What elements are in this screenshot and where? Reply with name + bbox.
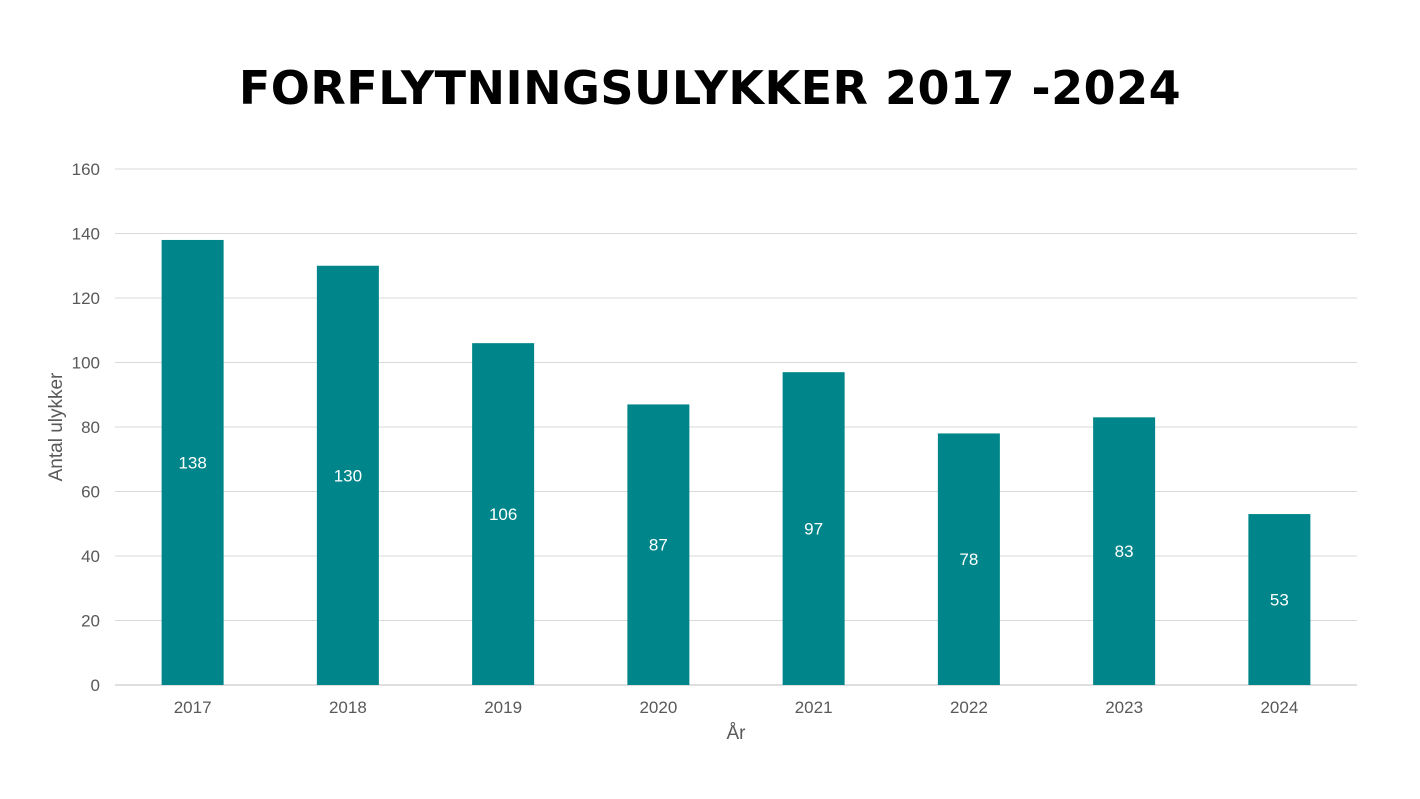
bar-2021 — [782, 372, 845, 685]
data-label-2018: 130 — [334, 466, 362, 485]
data-label-2019: 106 — [489, 505, 517, 524]
chart-title: FORFLYTNINGSULYKKER 2017 -2024 — [238, 61, 1182, 115]
x-tick-label-2020: 2020 — [639, 698, 677, 717]
y-tick-label: 40 — [81, 547, 100, 566]
bar-2017 — [161, 239, 224, 685]
bars: 138 130 106 87 97 78 83 53 — [161, 239, 1311, 685]
gridlines — [115, 168, 1357, 686]
y-tick-label: 60 — [81, 483, 100, 502]
data-label-2024: 53 — [1270, 591, 1289, 610]
y-tick-label: 20 — [81, 612, 100, 631]
bar-2020 — [627, 404, 690, 685]
bar-2023 — [1093, 417, 1156, 685]
y-tick-label: 160 — [72, 160, 100, 179]
data-label-2021: 97 — [804, 520, 823, 539]
data-label-2023: 83 — [1115, 542, 1134, 561]
y-axis-title: Antal ulykker — [46, 372, 67, 481]
x-tick-label-2024: 2024 — [1260, 698, 1298, 717]
data-label-2017: 138 — [178, 453, 206, 472]
y-tick-label: 100 — [72, 354, 100, 373]
x-tick-label-2018: 2018 — [329, 698, 367, 717]
y-tick-label: 0 — [91, 676, 100, 695]
x-tick-label-2021: 2021 — [795, 698, 833, 717]
bar-2018 — [316, 265, 379, 685]
data-label-2020: 87 — [649, 536, 668, 555]
y-tick-label: 80 — [81, 418, 100, 437]
y-tick-label: 140 — [72, 225, 100, 244]
data-label-2022: 78 — [959, 550, 978, 569]
y-axis-ticks: 0 20 40 60 80 100 120 140 160 — [72, 160, 100, 695]
x-axis-title: År — [727, 723, 747, 744]
y-tick-label: 120 — [72, 289, 100, 308]
bar-2022 — [937, 433, 1000, 685]
x-tick-label-2023: 2023 — [1105, 698, 1143, 717]
bar-2019 — [472, 343, 535, 685]
x-tick-label-2022: 2022 — [950, 698, 988, 717]
x-tick-label-2019: 2019 — [484, 698, 522, 717]
bar-2024 — [1248, 514, 1311, 685]
x-axis-ticks: 2017 2018 2019 2020 2021 2022 2023 2024 — [174, 698, 1299, 717]
x-tick-label-2017: 2017 — [174, 698, 212, 717]
